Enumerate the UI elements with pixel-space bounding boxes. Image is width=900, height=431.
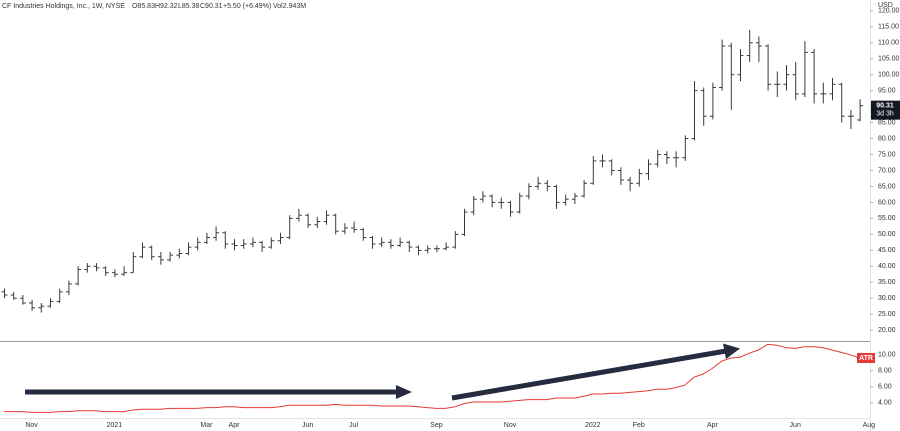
series-tag [857, 353, 875, 363]
ohlc-high: H92.32 [155, 3, 178, 10]
x-tick-label: Nov [25, 422, 38, 429]
y-tick-label: 8.00 [878, 368, 892, 375]
x-tick-label: 2021 [107, 422, 123, 429]
y-tick-label: 95.00 [878, 88, 896, 95]
x-tick-label: Aug [863, 422, 876, 429]
ohlc-close: C90.31 [200, 3, 223, 10]
y-tick-label: 85.00 [878, 119, 896, 126]
x-tick-label: Nov [504, 422, 517, 429]
volume: Vol2.943M [273, 3, 306, 10]
x-tick-label: Feb [633, 422, 645, 429]
y-tick-label: 60.00 [878, 199, 896, 206]
ohlc-low: L85.38 [178, 3, 200, 10]
arrows [25, 343, 740, 401]
y-tick-label: 20.00 [878, 327, 896, 334]
y-tick-label: 70.00 [878, 167, 896, 174]
arrow-head [396, 385, 412, 399]
y-tick-label: 35.00 [878, 279, 896, 286]
x-tick-label: Jun [302, 422, 313, 429]
price-tag-value: 90.31 [876, 102, 894, 109]
symbol: CF Industries Holdings, Inc., 1W, NYSE [2, 3, 125, 10]
y-tick-label: 45.00 [878, 247, 896, 254]
y-tick-label: 6.00 [878, 384, 892, 391]
y-tick-label: 115.00 [878, 24, 899, 31]
y-tick-label: 100.00 [878, 72, 900, 79]
y-tick-label: 120.00 [878, 8, 900, 15]
x-tick-label: Apr [707, 422, 719, 429]
series-line [4, 343, 860, 413]
y-tick-label: 75.00 [878, 151, 896, 158]
y-tick-label: 25.00 [878, 311, 896, 318]
y-tick-label: 105.00 [878, 56, 900, 63]
x-tick-label: Jun [790, 422, 801, 429]
y-tick-label: 40.00 [878, 263, 896, 270]
x-tick-label: Jul [349, 422, 358, 429]
price-tag [871, 100, 900, 120]
ohlc-open: O85.83 [132, 3, 155, 10]
y-tick-label: 55.00 [878, 215, 896, 222]
arrow-shaft [451, 348, 727, 401]
x-tick-label: Mar [200, 422, 213, 429]
y-tick-label: 4.00 [878, 400, 892, 407]
currency: USD [878, 2, 893, 9]
x-tick-label: Apr [229, 422, 241, 429]
x-tick-label: Sep [430, 422, 443, 429]
y-tick-label: 110.00 [878, 40, 899, 47]
legend-label: ATR [859, 355, 873, 362]
countdown: 3d 3h [876, 110, 894, 117]
arrow-head [723, 343, 740, 359]
y-tick-label: 65.00 [878, 183, 896, 190]
y-tick-label: 10.00 [878, 352, 896, 359]
y-tick-label: 30.00 [878, 295, 896, 302]
x-tick-label: 2022 [585, 422, 601, 429]
y-tick-label: 80.00 [878, 135, 896, 142]
change: +5.50 (+6.49%) [223, 3, 271, 10]
y-tick-label: 50.00 [878, 231, 896, 238]
